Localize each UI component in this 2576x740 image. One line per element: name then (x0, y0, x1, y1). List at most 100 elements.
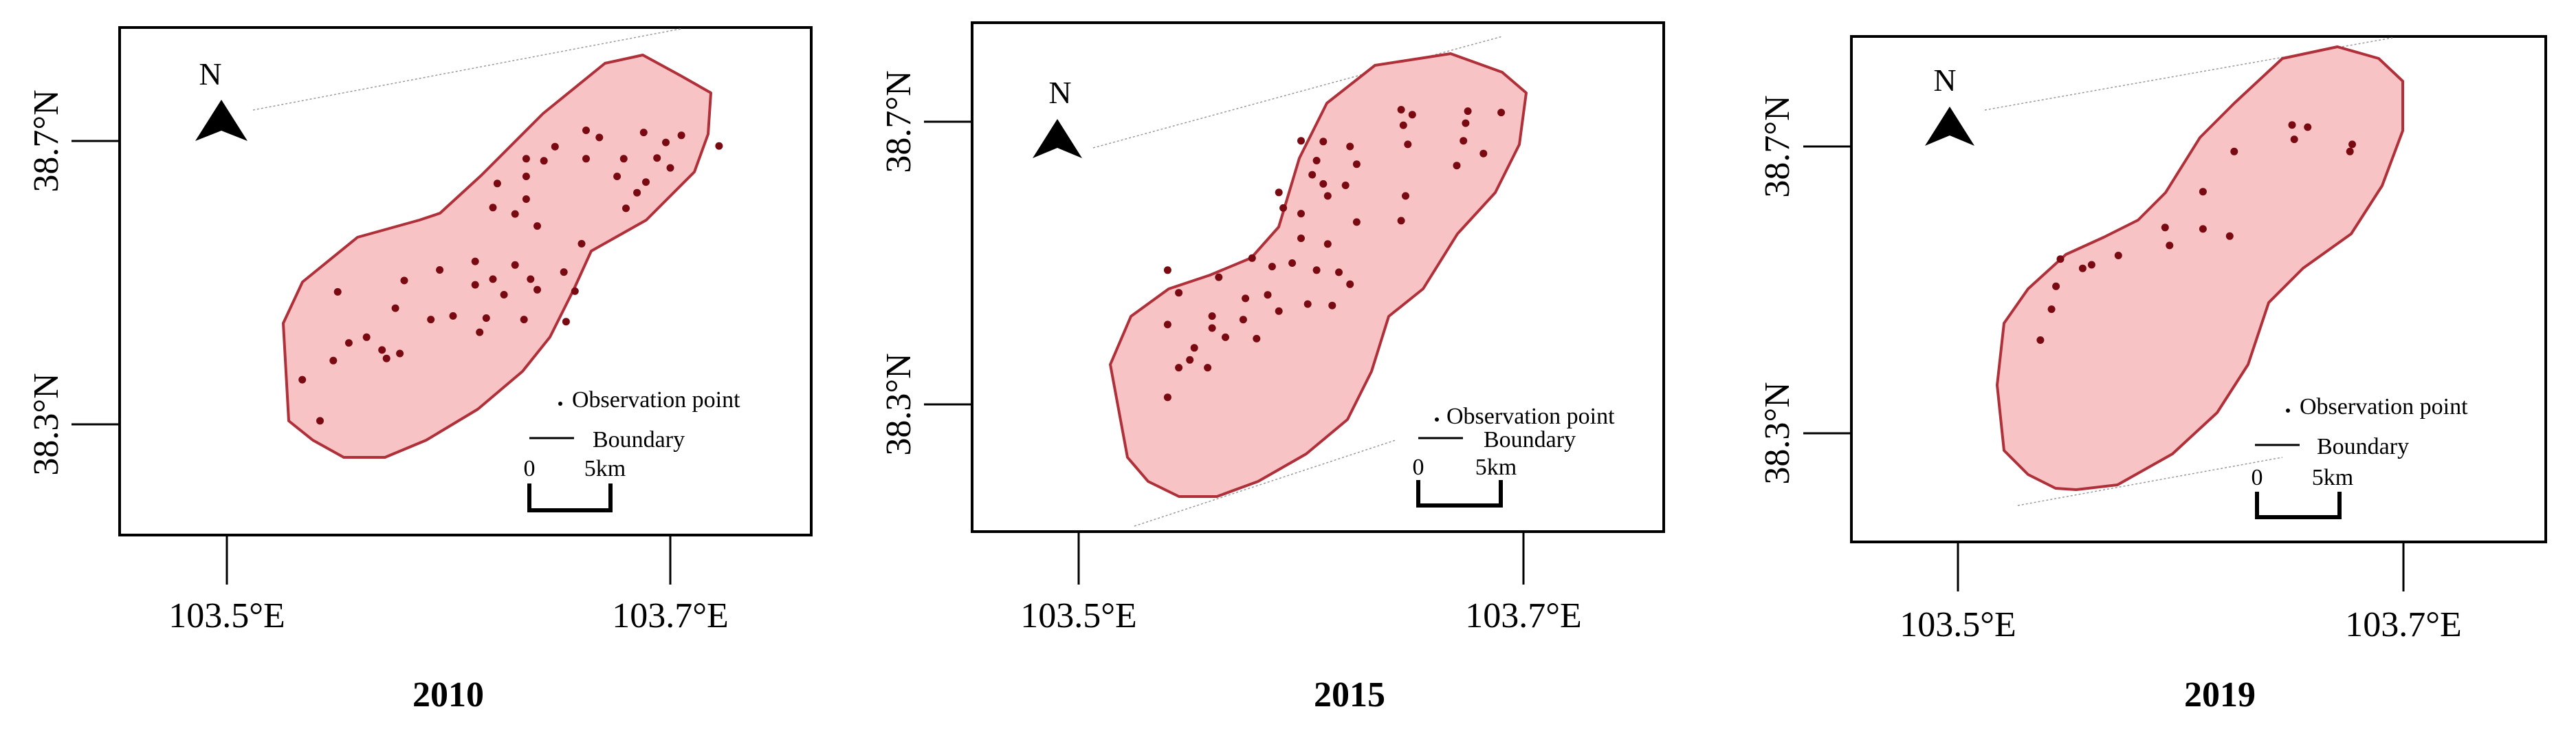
observation-point (551, 142, 559, 151)
legend-point-symbol (1435, 417, 1439, 422)
observation-point (1175, 364, 1183, 372)
panel-year: 2019 (2184, 675, 2256, 715)
observation-point (1319, 179, 1328, 188)
observation-point (666, 164, 674, 172)
observation-point (1268, 263, 1276, 271)
lon-label: 103.7°E (612, 596, 729, 635)
observation-point (1323, 192, 1332, 200)
observation-point (1275, 307, 1283, 315)
observation-point (577, 239, 586, 248)
observation-point (1175, 289, 1183, 297)
observation-point (2047, 305, 2056, 314)
legend-boundary: Boundary (2317, 434, 2409, 459)
leader-line (1134, 439, 1396, 527)
observation-point (1208, 312, 1216, 320)
observation-point (540, 157, 548, 165)
observation-point (533, 285, 541, 294)
observation-point (2348, 140, 2356, 149)
observation-point (449, 312, 457, 320)
observation-points (1163, 106, 1506, 402)
observation-point (391, 304, 399, 312)
legend-observation-point: Observation point (2300, 394, 2468, 420)
observation-point (378, 346, 386, 354)
observation-point (1323, 240, 1332, 248)
observation-point (1352, 218, 1361, 226)
lat-label: 38.3°N (879, 353, 918, 455)
scale-zero-label: 0 (2252, 465, 2263, 490)
observation-point (1312, 266, 1321, 274)
observation-point (2346, 147, 2354, 155)
observation-point (2078, 264, 2087, 272)
scale-zero-label: 0 (524, 456, 536, 481)
leader-line (2017, 457, 2283, 506)
observation-point (2114, 252, 2122, 259)
legend-boundary: Boundary (593, 427, 685, 453)
observation-point (562, 318, 570, 326)
scale-bar-icon (2255, 492, 2342, 519)
study-area-boundary (282, 54, 712, 459)
north-label: N (1933, 63, 1956, 98)
legend-observation-point: Observation point (572, 387, 740, 413)
observation-point (1297, 235, 1305, 242)
panel-year: 2015 (1314, 675, 1385, 715)
lat-label: 38.3°N (27, 373, 66, 475)
observation-point (1328, 301, 1336, 309)
observation-point (582, 127, 590, 134)
observation-point (619, 155, 628, 163)
observation-point (489, 204, 497, 212)
observation-point (316, 417, 324, 425)
lat-label: 38.3°N (1758, 382, 1797, 484)
observation-point (1335, 268, 1343, 276)
observation-point (1462, 119, 1470, 127)
observation-point (2166, 241, 2174, 250)
observation-point (1275, 188, 1283, 197)
observation-point (1308, 171, 1317, 179)
observation-point (582, 155, 590, 163)
observation-point (2161, 224, 2169, 232)
observation-point (2288, 121, 2296, 129)
legend-boundary: Boundary (1484, 427, 1576, 453)
observation-point (493, 179, 501, 188)
lat-label: 38.7°N (27, 89, 66, 192)
observation-point (1163, 393, 1171, 402)
observation-point (1264, 291, 1272, 299)
map-panel-2010: N Observation point Boundary 0 5km 38.7°… (27, 26, 813, 715)
observation-point (1248, 254, 1256, 262)
observation-point (1319, 138, 1328, 146)
panel-year: 2010 (412, 675, 484, 715)
scale-distance-label: 5km (1475, 455, 1517, 480)
observation-point (1288, 259, 1297, 267)
observation-point (2199, 188, 2207, 196)
observation-point (1215, 273, 1223, 281)
observation-point (1208, 324, 1216, 332)
observation-point (1397, 217, 1405, 225)
observation-point (436, 266, 444, 274)
legend-point-symbol (558, 402, 562, 406)
observation-point (1190, 344, 1198, 352)
lon-label: 103.5°E (1020, 596, 1137, 635)
observation-point (522, 155, 530, 163)
scale-zero-label: 0 (1413, 455, 1424, 480)
observation-point (333, 287, 342, 296)
observation-points (2036, 121, 2356, 344)
observation-point (520, 316, 528, 324)
lon-label: 103.5°E (1900, 605, 2016, 644)
observation-point (329, 356, 338, 364)
study-area-boundary (1109, 52, 1528, 498)
observation-point (613, 173, 621, 180)
observation-point (2087, 261, 2095, 269)
observation-point (1163, 266, 1171, 274)
observation-point (471, 257, 479, 265)
observation-point (1397, 106, 1405, 113)
scale-bar-icon (1416, 480, 1503, 508)
observation-point (2225, 232, 2234, 240)
observation-point (642, 178, 650, 186)
observation-point (1279, 204, 1288, 212)
observation-point (2036, 336, 2045, 344)
observation-point (653, 154, 661, 162)
observation-point (1399, 121, 1407, 129)
observation-point (344, 339, 353, 347)
observation-point (400, 276, 408, 285)
observation-point (533, 222, 541, 230)
observation-point (382, 354, 390, 362)
